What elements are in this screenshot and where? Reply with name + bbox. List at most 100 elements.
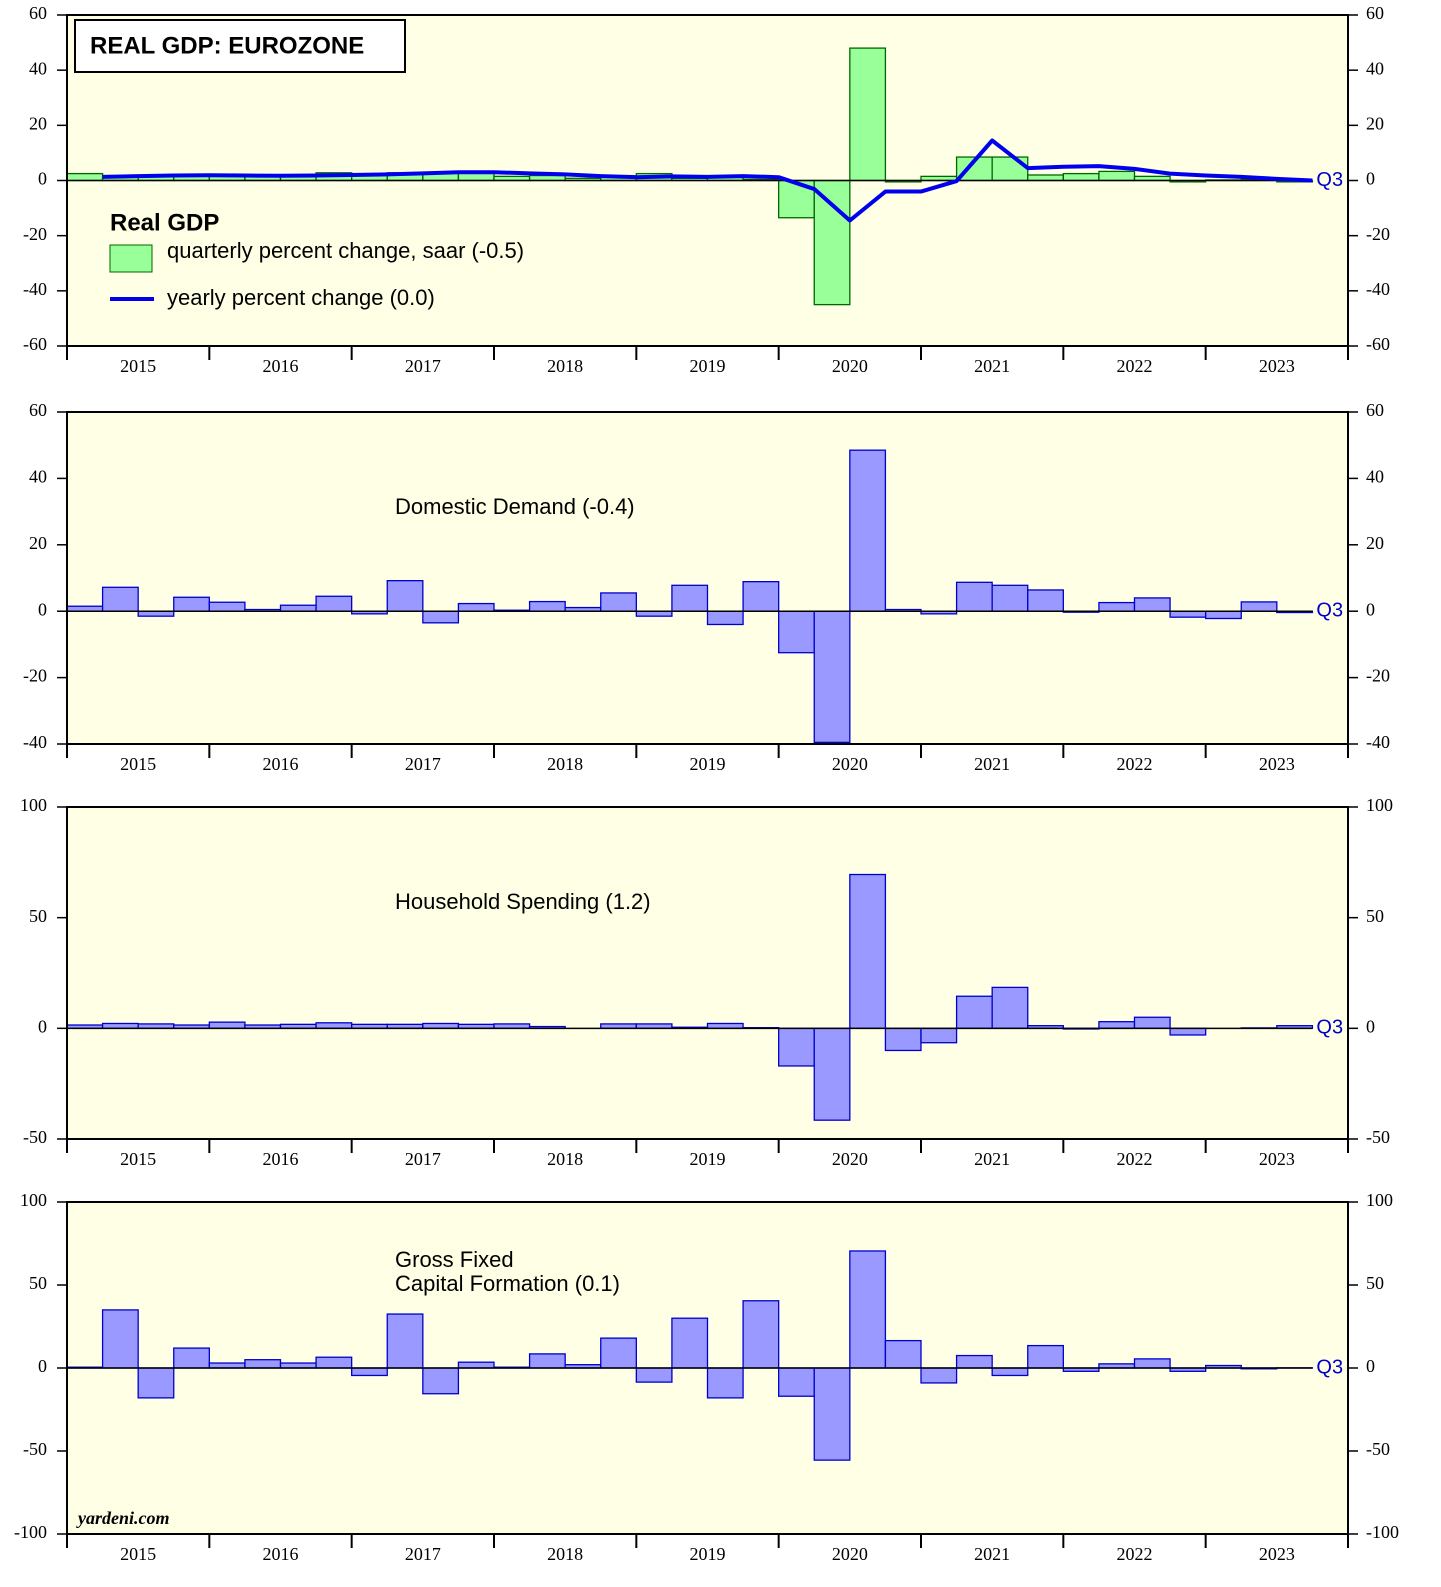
x-tick-label: 2015 (120, 356, 156, 376)
x-tick-label: 2016 (263, 754, 299, 774)
x-tick-label: 2022 (1117, 1149, 1153, 1169)
bar (991, 1367, 1029, 1377)
x-tick-label: 2020 (832, 754, 868, 774)
y-tick-label: 100 (1366, 795, 1393, 815)
y-tick-label: -20 (1366, 224, 1390, 244)
bar (208, 601, 246, 612)
bar (315, 595, 353, 612)
y-tick-label: -50 (23, 1127, 47, 1147)
y-tick-label: -20 (23, 224, 47, 244)
end-label: Q3 (1316, 1017, 1343, 1039)
y-tick-label: 100 (20, 1190, 47, 1210)
bar (1098, 170, 1136, 182)
x-tick-label: 2018 (547, 1149, 583, 1169)
bar (173, 1347, 210, 1369)
y-tick-label: 20 (1366, 533, 1384, 553)
panel-label: Capital Formation (0.1) (395, 1271, 620, 1296)
bar (920, 1367, 958, 1384)
y-tick-label: -60 (23, 334, 47, 354)
bar (1027, 174, 1064, 182)
x-tick-label: 2023 (1259, 1149, 1295, 1169)
bar (386, 1313, 424, 1369)
bar (813, 610, 851, 743)
x-tick-label: 2016 (263, 1544, 299, 1564)
y-tick-label: -20 (1366, 666, 1390, 686)
y-tick-label: 40 (29, 467, 47, 487)
y-tick-label: 40 (1366, 467, 1384, 487)
bar (1240, 601, 1278, 612)
bar (778, 610, 815, 654)
bar (208, 1021, 246, 1029)
bar (706, 1367, 744, 1399)
x-tick-label: 2018 (547, 754, 583, 774)
x-tick-label: 2017 (405, 356, 441, 376)
y-tick-label: 60 (1366, 400, 1384, 420)
bar (778, 1367, 815, 1397)
x-tick-label: 2016 (263, 1149, 299, 1169)
x-tick-label: 2018 (547, 1544, 583, 1564)
y-tick-label: 20 (29, 533, 47, 553)
x-tick-label: 2017 (405, 1149, 441, 1169)
y-tick-label: 0 (1366, 169, 1375, 189)
bar (955, 581, 993, 612)
y-tick-label: -100 (1366, 1522, 1399, 1542)
end-label: Q3 (1316, 169, 1343, 191)
y-tick-label: 50 (29, 1273, 47, 1293)
x-tick-label: 2015 (120, 1149, 156, 1169)
bar (279, 604, 317, 612)
bar (635, 1367, 673, 1383)
bar (101, 1309, 139, 1369)
bar (1098, 1021, 1136, 1029)
x-tick-label: 2018 (547, 356, 583, 376)
y-tick-label: 100 (20, 795, 47, 815)
bar (991, 986, 1029, 1029)
y-tick-label: -20 (23, 666, 47, 686)
x-tick-label: 2022 (1117, 1544, 1153, 1564)
bar (1098, 601, 1136, 612)
bar (528, 1353, 566, 1369)
bar (173, 596, 210, 612)
y-tick-label: 60 (1366, 3, 1384, 23)
x-tick-label: 2021 (974, 1544, 1010, 1564)
legend-swatch (109, 244, 153, 273)
x-tick-label: 2019 (690, 356, 726, 376)
bar (1133, 1016, 1171, 1029)
bar (457, 602, 495, 612)
end-label: Q3 (1316, 1356, 1343, 1378)
bar (813, 179, 851, 306)
x-tick-label: 2021 (974, 356, 1010, 376)
bar (849, 1250, 887, 1369)
bar (1133, 597, 1171, 612)
panel-label: Household Spending (1.2) (395, 889, 651, 914)
y-tick-label: 0 (1366, 1016, 1375, 1036)
bar (315, 1356, 353, 1369)
bar (849, 873, 887, 1029)
bar (884, 1339, 922, 1369)
x-tick-label: 2022 (1117, 356, 1153, 376)
y-tick-label: 20 (1366, 113, 1384, 133)
bar (422, 1367, 460, 1395)
y-tick-label: 0 (1366, 599, 1375, 619)
y-tick-label: 100 (1366, 1190, 1393, 1210)
bar (386, 580, 424, 612)
x-tick-label: 2023 (1259, 754, 1295, 774)
x-tick-label: 2020 (832, 356, 868, 376)
y-tick-label: -40 (23, 279, 47, 299)
bar (1062, 172, 1100, 182)
plot-area (67, 807, 1348, 1139)
bar (351, 1367, 388, 1377)
bar (1169, 610, 1207, 618)
plot-area (67, 412, 1348, 744)
plot-frame (66, 14, 1349, 347)
panel-label: Domestic Demand (-0.4) (395, 494, 635, 519)
legend-label: quarterly percent change, saar (-0.5) (167, 238, 524, 263)
legend-title: Real GDP (110, 209, 219, 236)
x-tick-label: 2021 (974, 1149, 1010, 1169)
y-tick-label: -100 (14, 1522, 47, 1542)
x-tick-label: 2015 (120, 754, 156, 774)
bar (528, 600, 566, 612)
plot-frame (66, 1201, 1349, 1535)
x-tick-label: 2021 (974, 754, 1010, 774)
bar (457, 1361, 495, 1369)
